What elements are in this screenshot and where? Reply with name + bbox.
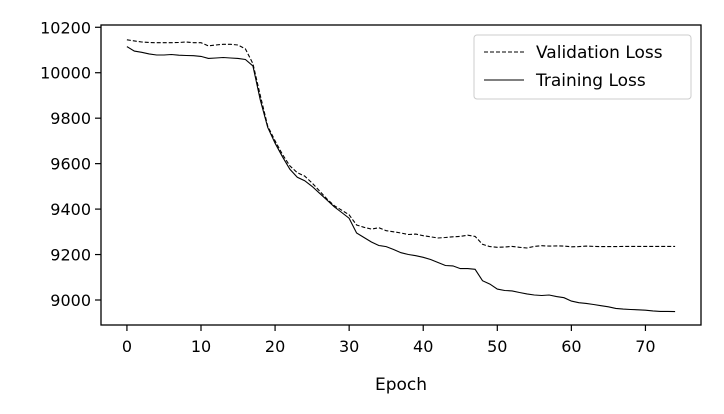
- x-tick-label: 0: [122, 337, 132, 356]
- legend: Validation Loss Training Loss: [473, 34, 692, 100]
- validation-loss-line: [126, 39, 676, 249]
- y-tick-label: 9600: [50, 155, 91, 174]
- x-axis-title: Epoch: [375, 375, 427, 395]
- plot-lines: [126, 39, 676, 313]
- x-tick-label: 20: [265, 337, 285, 356]
- plot-frame: [100, 24, 702, 326]
- training-loss-line: [126, 46, 676, 313]
- y-tick-label: 9400: [50, 200, 91, 219]
- x-tick-label: 10: [191, 337, 211, 356]
- x-tick-label: 40: [413, 337, 433, 356]
- legend-label-training-loss: Training Loss: [535, 71, 646, 91]
- x-axis: 0 10 20 30 40 50 60 70: [122, 325, 656, 356]
- legend-label-validation-loss: Validation Loss: [536, 43, 663, 63]
- x-tick-label: 60: [561, 337, 581, 356]
- legend-box: [473, 34, 692, 100]
- y-axis: 9000 9200 9400 9600 9800 10000 10200: [40, 18, 101, 310]
- y-tick-label: 9200: [50, 246, 91, 265]
- y-tick-label: 10200: [40, 18, 91, 37]
- y-tick-label: 9000: [50, 291, 91, 310]
- y-tick-label: 9800: [50, 109, 91, 128]
- y-tick-label: 10000: [40, 64, 91, 83]
- x-tick-label: 70: [635, 337, 655, 356]
- x-tick-label: 30: [339, 337, 359, 356]
- x-tick-label: 50: [487, 337, 507, 356]
